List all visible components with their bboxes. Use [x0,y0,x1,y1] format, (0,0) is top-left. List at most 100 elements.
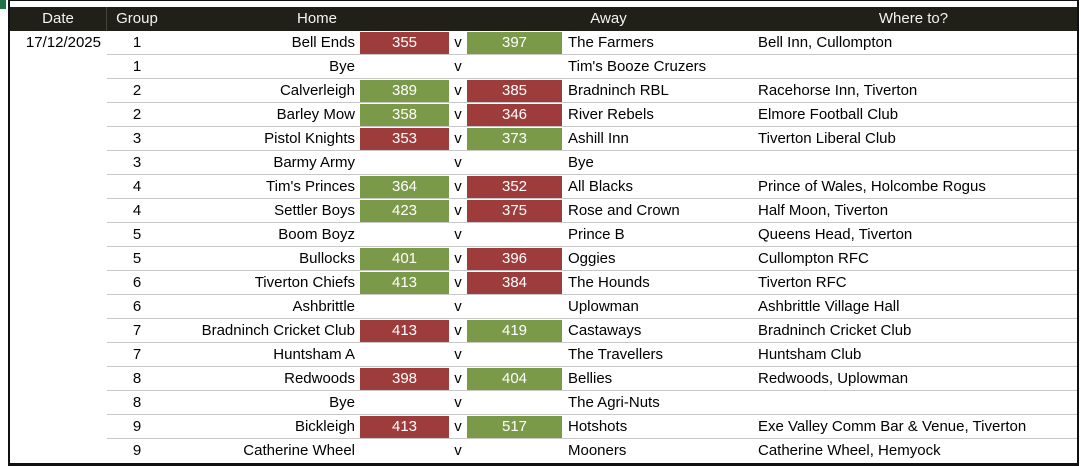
home-team-cell[interactable]: Redwoods [284,370,355,387]
away-team-cell[interactable]: Prince B [568,226,625,243]
away-score-cell[interactable]: 385 [467,80,562,102]
date-cell[interactable] [10,439,107,463]
away-score-cell[interactable]: 517 [467,416,562,438]
away-team-cell[interactable]: Hotshots [568,418,628,435]
date-cell[interactable] [10,127,107,151]
home-score-cell[interactable]: 364 [360,176,449,198]
versus-cell[interactable]: v [454,178,462,195]
away-score-cell[interactable]: 384 [467,272,562,294]
away-team-cell[interactable]: All Blacks [568,178,634,195]
home-team-cell[interactable]: Barley Mow [276,106,355,123]
group-cell[interactable]: 6 [132,298,142,315]
date-cell[interactable] [10,103,107,127]
venue-cell[interactable] [750,391,1077,415]
versus-cell[interactable]: v [454,274,462,291]
venue-cell[interactable]: Exe Valley Comm Bar & Venue, Tiverton [758,418,1027,435]
away-score-cell[interactable]: 404 [467,368,562,390]
venue-cell[interactable]: Ashbrittle Village Hall [758,298,900,315]
versus-cell[interactable]: v [454,298,462,315]
venue-cell[interactable]: Cullompton RFC [758,250,869,267]
group-cell[interactable]: 8 [132,370,142,387]
versus-cell[interactable]: v [454,154,462,171]
home-team-cell[interactable]: Ashbrittle [292,298,355,315]
versus-cell[interactable]: v [454,418,462,435]
away-team-cell[interactable]: Bradninch RBL [568,82,669,99]
venue-cell[interactable]: Prince of Wales, Holcombe Rogus [758,178,986,195]
venue-cell[interactable]: Tiverton Liberal Club [758,130,896,147]
group-cell[interactable]: 5 [132,250,142,267]
away-team-cell[interactable]: The Agri-Nuts [568,394,660,411]
date-cell[interactable] [10,247,107,271]
away-team-cell[interactable]: Ashill Inn [568,130,629,147]
away-team-cell[interactable]: Bye [568,154,594,171]
versus-cell[interactable]: v [454,394,462,411]
date-cell[interactable] [10,55,107,79]
away-team-cell[interactable]: Bellies [568,370,613,387]
home-score-cell[interactable]: 401 [360,248,449,270]
date-cell[interactable] [10,79,107,103]
home-score-cell[interactable]: 389 [360,80,449,102]
date-cell[interactable] [10,151,107,175]
date-cell[interactable] [10,295,107,319]
home-score-cell[interactable] [360,224,449,246]
versus-cell[interactable]: v [454,34,462,51]
date-cell[interactable] [10,175,107,199]
versus-cell[interactable]: v [454,442,462,459]
home-score-cell[interactable]: 413 [360,320,449,342]
group-cell[interactable]: 1 [132,34,142,51]
date-cell[interactable]: 17/12/2025 [25,34,101,51]
home-score-cell[interactable]: 353 [360,128,449,150]
home-score-cell[interactable]: 413 [360,272,449,294]
group-cell[interactable]: 7 [132,322,142,339]
venue-cell[interactable]: Catherine Wheel, Hemyock [758,442,941,459]
away-score-cell[interactable]: 419 [467,320,562,342]
venue-cell[interactable] [750,55,1077,79]
group-cell[interactable]: 5 [132,226,142,243]
group-cell[interactable]: 6 [132,274,142,291]
home-score-cell[interactable] [360,56,449,78]
home-team-cell[interactable]: Bullocks [299,250,355,267]
venue-cell[interactable]: Half Moon, Tiverton [758,202,889,219]
home-team-cell[interactable]: Bradninch Cricket Club [201,322,355,339]
versus-cell[interactable]: v [454,58,462,75]
away-team-cell[interactable]: The Hounds [568,274,650,291]
group-cell[interactable]: 7 [132,346,142,363]
home-score-cell[interactable] [360,440,449,462]
venue-cell[interactable]: Bell Inn, Cullompton [758,34,893,51]
away-team-cell[interactable]: River Rebels [568,106,654,123]
header-group[interactable]: Group [116,10,158,27]
versus-cell[interactable]: v [454,370,462,387]
versus-cell[interactable]: v [454,202,462,219]
away-score-cell[interactable]: 396 [467,248,562,270]
venue-cell[interactable]: Queens Head, Tiverton [758,226,913,243]
date-cell[interactable] [10,367,107,391]
group-cell[interactable]: 2 [132,106,142,123]
group-cell[interactable]: 2 [132,82,142,99]
date-cell[interactable] [10,343,107,367]
home-score-cell[interactable] [360,344,449,366]
home-team-cell[interactable]: Boom Boyz [278,226,355,243]
home-score-cell[interactable] [360,296,449,318]
home-team-cell[interactable]: Catherine Wheel [243,442,355,459]
away-score-cell[interactable] [467,440,562,462]
away-team-cell[interactable]: Mooners [568,442,627,459]
home-team-cell[interactable]: Tim's Princes [266,178,355,195]
header-home[interactable]: Home [296,10,337,27]
versus-cell[interactable]: v [454,130,462,147]
home-score-cell[interactable]: 423 [360,200,449,222]
group-cell[interactable]: 3 [132,154,142,171]
venue-cell[interactable]: Redwoods, Uplowman [758,370,909,387]
group-cell[interactable]: 9 [132,418,142,435]
away-team-cell[interactable]: Uplowman [568,298,639,315]
header-away[interactable]: Away [590,10,627,27]
away-score-cell[interactable]: 352 [467,176,562,198]
away-team-cell[interactable]: Tim's Booze Cruzers [568,58,707,75]
away-score-cell[interactable] [467,392,562,414]
away-score-cell[interactable] [467,344,562,366]
home-team-cell[interactable]: Huntsham A [273,346,355,363]
group-cell[interactable]: 1 [132,58,142,75]
home-score-cell[interactable]: 398 [360,368,449,390]
away-score-cell[interactable]: 373 [467,128,562,150]
away-team-cell[interactable]: Oggies [568,250,616,267]
home-team-cell[interactable]: Settler Boys [274,202,355,219]
